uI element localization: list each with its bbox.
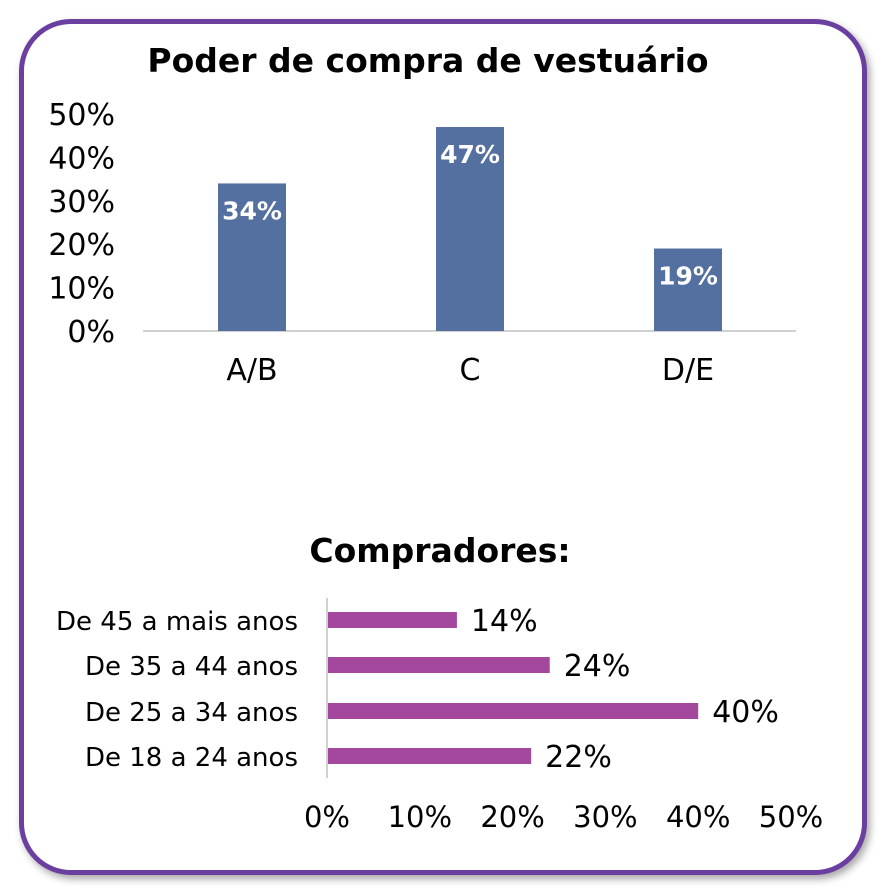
chart1-data-label: 34% (222, 196, 282, 225)
chart2-bar (328, 612, 457, 628)
chart2-y-axis: De 45 a mais anos De 35 a 44 anos De 25 a … (56, 607, 298, 773)
chart2-data-label: 14% (471, 604, 538, 639)
chart1-title: Poder de compra de vestuário (147, 41, 708, 80)
chart2-x-tick-label: 20% (480, 800, 544, 834)
chart1-bar (654, 248, 722, 331)
chart2-x-tick-label: 50% (759, 800, 823, 834)
chart1-data-label: 47% (440, 140, 500, 169)
chart2-category-label: De 25 a 34 anos (85, 698, 298, 728)
chart1-x-tick-label: A/B (226, 353, 277, 388)
chart1-x-axis: A/B C D/E (226, 353, 714, 388)
chart-purchasing-power: Poder de compra de vestuário 0% 10% 20% 30%… (48, 41, 796, 388)
chart2-data-label: 22% (545, 740, 612, 775)
chart2-data-label: 24% (564, 649, 631, 684)
chart2-bar (328, 657, 550, 673)
chart2-x-axis: 0% 10% 20% 30% 40% 50% (304, 800, 823, 834)
chart2-x-tick-label: 30% (573, 800, 637, 834)
chart1-y-axis: 0% 10% 20% 30% 40% 50% (48, 98, 115, 350)
chart1-y-tick-label: 10% (48, 272, 115, 307)
chart2-bars: 14% 24% 40% 22% (328, 604, 779, 775)
chart1-y-tick-label: 0% (67, 315, 115, 350)
chart-buyers: Compradores: 14% 24% 40% 22% De 45 a mais a… (56, 531, 823, 834)
chart2-x-tick-label: 10% (388, 800, 452, 834)
chart1-x-tick-label: D/E (662, 353, 714, 388)
chart2-x-tick-label: 40% (666, 800, 730, 834)
chart2-x-tick-label: 0% (304, 800, 350, 834)
chart2-bar (328, 703, 699, 719)
chart1-y-tick-label: 50% (48, 98, 115, 133)
chart2-category-label: De 35 a 44 anos (85, 652, 298, 682)
chart2-data-label: 40% (712, 695, 779, 730)
chart1-bars: 34% 47% 19% (218, 127, 722, 332)
chart1-y-tick-label: 40% (48, 141, 115, 176)
chart2-category-label: De 45 a mais anos (56, 607, 298, 637)
chart1-bar (218, 183, 286, 331)
chart1-x-tick-label: C (460, 353, 481, 388)
chart1-y-tick-label: 20% (48, 228, 115, 263)
chart1-bar (436, 127, 504, 332)
chart2-bar (328, 748, 532, 764)
chart2-title: Compradores: (309, 531, 570, 570)
chart2-category-label: De 18 a 24 anos (85, 743, 298, 773)
chart1-data-label: 19% (658, 262, 718, 291)
chart1-y-tick-label: 30% (48, 185, 115, 220)
